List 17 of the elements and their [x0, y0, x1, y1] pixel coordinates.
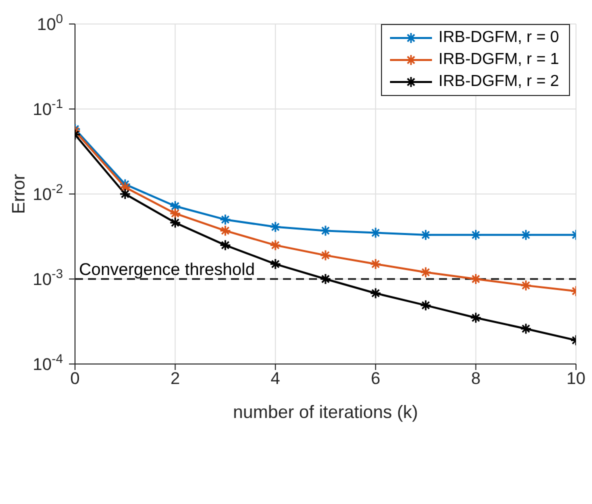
x-tick-label: 10 — [566, 369, 586, 388]
x-tick-label: 4 — [270, 369, 280, 388]
legend-label: IRB-DGFM, r = 0 — [438, 29, 559, 47]
ref-line-label: Convergence threshold — [79, 260, 255, 279]
x-tick-label: 8 — [471, 369, 481, 388]
legend-label: IRB-DGFM, r = 2 — [438, 73, 559, 91]
y-axis-title: Error — [8, 174, 28, 214]
y-tick-label: 10$^{-3}$ — [32, 266, 63, 289]
legend-label: IRB-DGFM, r = 1 — [438, 51, 559, 69]
x-tick-label: 0 — [70, 369, 80, 388]
x-tick-label: 2 — [170, 369, 180, 388]
y-tick-label: 10$^{-1}$ — [32, 96, 63, 119]
x-tick-label: 6 — [370, 369, 380, 388]
y-tick-label: 10$^{0}$ — [36, 10, 63, 34]
y-tick-label: 10$^{-2}$ — [32, 180, 63, 204]
x-axis-title: number of iterations (k) — [232, 402, 418, 422]
y-tick-label: 10$^{-4}$ — [32, 350, 63, 374]
